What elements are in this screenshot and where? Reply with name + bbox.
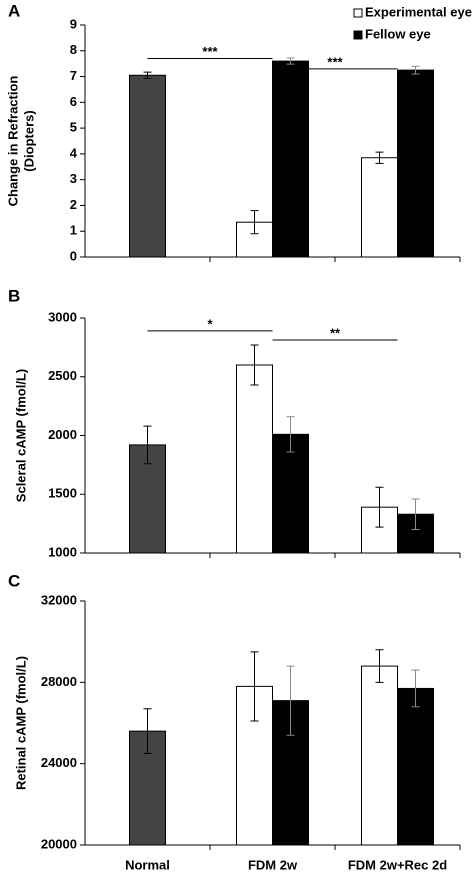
error-bar bbox=[375, 151, 384, 164]
y-axis-label: Scleral cAMP (fmol/L) bbox=[13, 369, 28, 502]
bar bbox=[129, 74, 166, 258]
panel-label: C bbox=[8, 571, 20, 590]
error-bar bbox=[250, 651, 259, 722]
y-tick-label: 4 bbox=[70, 145, 78, 160]
error-bar bbox=[411, 669, 420, 708]
y-tick-label: 3000 bbox=[48, 309, 77, 324]
legend-swatch bbox=[353, 8, 363, 18]
x-tick-label: Normal bbox=[125, 857, 170, 872]
error-bar bbox=[143, 708, 152, 754]
panel-label: B bbox=[8, 286, 20, 305]
error-bar bbox=[375, 649, 384, 683]
bar bbox=[272, 433, 309, 554]
y-tick-label: 0 bbox=[70, 248, 77, 263]
bar bbox=[361, 157, 398, 258]
y-tick-label: 2 bbox=[70, 197, 77, 212]
y-tick-label: 24000 bbox=[41, 755, 77, 770]
y-tick-label: 28000 bbox=[41, 674, 77, 689]
error-bar bbox=[286, 665, 295, 736]
y-tick-label: 7 bbox=[70, 68, 77, 83]
bar bbox=[361, 665, 398, 846]
panel-label: A bbox=[8, 1, 20, 20]
error-bar bbox=[250, 210, 259, 235]
y-tick-label: 3 bbox=[70, 171, 77, 186]
y-tick-label: 2500 bbox=[48, 368, 77, 383]
bar bbox=[397, 687, 434, 846]
y-tick-label: 6 bbox=[70, 94, 77, 109]
y-tick-label: 8 bbox=[70, 42, 77, 57]
significance-label: ** bbox=[330, 325, 341, 340]
bar bbox=[397, 69, 434, 258]
y-tick-label: 9 bbox=[70, 16, 77, 31]
x-tick-label: FDM 2w bbox=[248, 857, 298, 872]
legend-label: Experimental eye bbox=[365, 4, 472, 19]
y-tick-label: 1500 bbox=[48, 486, 77, 501]
y-tick-label: 1 bbox=[70, 223, 77, 238]
error-bar bbox=[286, 416, 295, 453]
significance-label: * bbox=[207, 316, 213, 331]
legend-label: Fellow eye bbox=[365, 26, 431, 41]
y-axis-label: Retinal cAMP (fmol/L) bbox=[13, 656, 28, 790]
error-bar bbox=[143, 71, 152, 79]
y-tick-label: 20000 bbox=[41, 836, 77, 851]
y-tick-label: 1000 bbox=[48, 544, 77, 559]
significance-label: *** bbox=[327, 54, 343, 69]
error-bar bbox=[250, 344, 259, 386]
legend-swatch bbox=[353, 30, 363, 40]
significance-label: *** bbox=[202, 44, 218, 59]
y-axis-label: Change in Refraction bbox=[5, 76, 20, 207]
error-bar bbox=[411, 65, 420, 75]
y-axis-label: (Diopters) bbox=[21, 110, 36, 171]
x-tick-label: FDM 2w+Rec 2d bbox=[348, 857, 447, 872]
error-bar bbox=[143, 425, 152, 465]
error-bar bbox=[286, 57, 295, 65]
bar bbox=[272, 60, 309, 258]
y-tick-label: 2000 bbox=[48, 427, 77, 442]
error-bar bbox=[411, 498, 420, 530]
y-tick-label: 32000 bbox=[41, 592, 77, 607]
y-tick-label: 5 bbox=[70, 120, 77, 135]
bar bbox=[236, 364, 273, 554]
error-bar bbox=[375, 486, 384, 528]
